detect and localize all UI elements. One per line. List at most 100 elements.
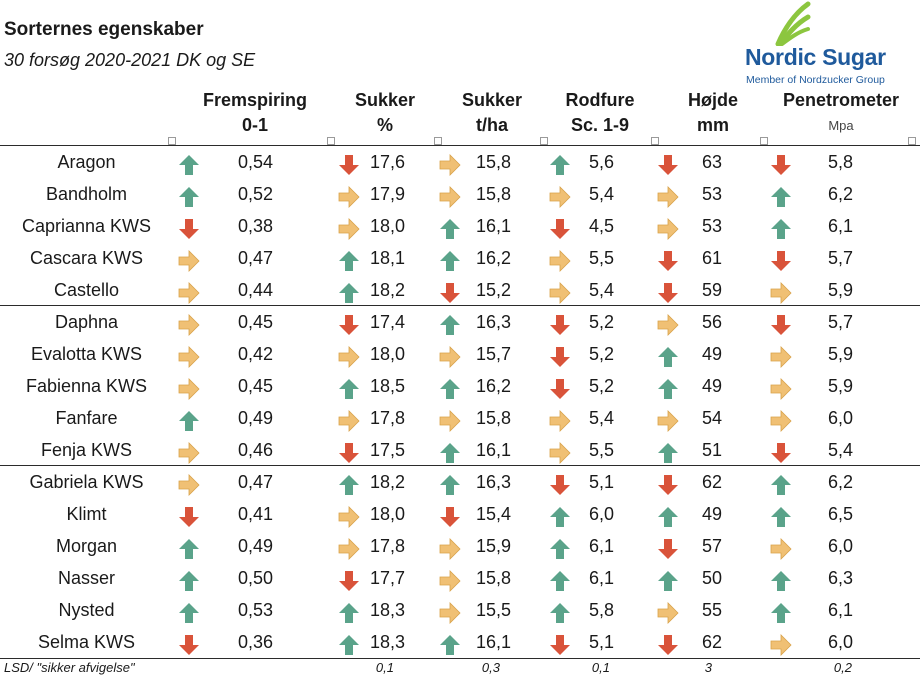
cell-value: 6,0	[827, 536, 853, 556]
arrow-up-icon	[179, 571, 199, 591]
table-row: Bandholm 0,52 17,9 15,8 5,4 53 6,2	[0, 180, 920, 212]
cell-value: 49	[701, 376, 722, 396]
cell-value: 5,4	[588, 408, 614, 428]
arrow-down-icon	[339, 571, 359, 591]
cell-value: 18,5	[369, 376, 405, 396]
table-row: Gabriela KWS 0,47 18,2 16,3 5,1 62 6,2	[0, 468, 920, 500]
filter-handle[interactable]	[908, 137, 916, 145]
variety-name: Morgan	[55, 536, 118, 556]
table-row: Morgan 0,49 17,8 15,9 6,1 57 6,0	[0, 532, 920, 564]
cell-value: 15,7	[475, 344, 511, 364]
variety-name: Fanfare	[55, 408, 118, 428]
arrow-up-icon	[440, 443, 460, 463]
arrow-right-icon	[770, 410, 792, 432]
arrow-up-icon	[658, 379, 678, 399]
arrow-up-icon	[339, 251, 359, 271]
cell-value: 53	[701, 184, 722, 204]
cell-value: 61	[701, 248, 722, 268]
arrow-down-icon	[658, 283, 678, 303]
cell-value: 0,50	[237, 568, 273, 588]
cell-value: 0,47	[237, 248, 273, 268]
cell-value: 15,2	[475, 280, 511, 300]
arrow-right-icon	[178, 346, 200, 368]
filter-handle[interactable]	[434, 137, 442, 145]
column-header-label: Højde	[687, 90, 738, 110]
cell-value: 54	[701, 408, 722, 428]
cell-value: 17,7	[369, 568, 405, 588]
table-row: Caprianna KWS 0,38 18,0 16,1 4,5 53 6,1	[0, 212, 920, 244]
cell-value: 5,4	[827, 440, 853, 460]
arrow-up-icon	[339, 283, 359, 303]
cell-value: 5,5	[588, 248, 614, 268]
cell-value: 0,38	[237, 216, 273, 236]
column-header-penetrometer: Penetrometer Mpa	[768, 88, 914, 138]
filter-handle[interactable]	[651, 137, 659, 145]
column-header-label: Sukker	[461, 90, 523, 110]
table-row: Fanfare 0,49 17,8 15,8 5,4 54 6,0	[0, 404, 920, 436]
variety-name: Caprianna KWS	[21, 216, 152, 236]
cell-value: 18,3	[369, 600, 405, 620]
cell-value: 18,3	[369, 632, 405, 652]
arrow-right-icon	[178, 314, 200, 336]
arrow-up-icon	[440, 315, 460, 335]
cell-value: 18,1	[369, 248, 405, 268]
cell-value: 4,5	[588, 216, 614, 236]
arrow-up-icon	[771, 603, 791, 623]
variety-name: Nysted	[58, 600, 115, 620]
cell-value: 55	[701, 600, 722, 620]
cell-value: 15,8	[475, 568, 511, 588]
arrow-down-icon	[339, 315, 359, 335]
arrow-down-icon	[179, 219, 199, 239]
cell-value: 0,49	[237, 536, 273, 556]
cell-value: 15,5	[475, 600, 511, 620]
arrow-down-icon	[771, 251, 791, 271]
table-row: Aragon 0,54 17,6 15,8 5,6 63 5,8	[0, 148, 920, 180]
variety-name: Nasser	[57, 568, 115, 588]
cell-value: 0,41	[237, 504, 273, 524]
cell-value: 17,6	[369, 152, 405, 172]
arrow-up-icon	[771, 475, 791, 495]
table-row: Cascara KWS 0,47 18,1 16,2 5,5 61 5,7	[0, 244, 920, 276]
arrow-right-icon	[549, 410, 571, 432]
cell-value: 15,8	[475, 152, 511, 172]
table-row: Klimt 0,41 18,0 15,4 6,0 49 6,5	[0, 500, 920, 532]
arrow-down-icon	[339, 443, 359, 463]
column-header-label: Rodfure	[565, 90, 635, 110]
cell-value: 0,52	[237, 184, 273, 204]
arrow-up-icon	[550, 571, 570, 591]
cell-value: 5,8	[827, 152, 853, 172]
filter-handle[interactable]	[327, 137, 335, 145]
column-header-label: Penetrometer	[782, 90, 900, 110]
arrow-down-icon	[658, 539, 678, 559]
cell-value: 5,4	[588, 280, 614, 300]
cell-value: 0,46	[237, 440, 273, 460]
cell-value: 16,1	[475, 632, 511, 652]
arrow-right-icon	[770, 538, 792, 560]
arrow-down-icon	[440, 507, 460, 527]
cell-value: 15,8	[475, 184, 511, 204]
arrow-up-icon	[440, 219, 460, 239]
arrow-down-icon	[339, 155, 359, 175]
cell-value: 5,7	[827, 248, 853, 268]
variety-name: Cascara KWS	[29, 248, 144, 268]
filter-handle[interactable]	[168, 137, 176, 145]
cell-value: 18,2	[369, 472, 405, 492]
group-divider	[0, 465, 920, 466]
arrow-up-icon	[550, 539, 570, 559]
arrow-up-icon	[440, 251, 460, 271]
column-header-rodfure: Rodfure Sc. 1-9	[550, 88, 650, 138]
arrow-up-icon	[440, 635, 460, 655]
table-top-rule	[0, 145, 920, 146]
filter-handle[interactable]	[760, 137, 768, 145]
arrow-up-icon	[339, 635, 359, 655]
arrow-up-icon	[339, 475, 359, 495]
filter-handle[interactable]	[540, 137, 548, 145]
cell-value: 16,1	[475, 216, 511, 236]
column-header-unit: Sc. 1-9	[570, 115, 630, 135]
arrow-up-icon	[339, 603, 359, 623]
cell-value: 5,1	[588, 472, 614, 492]
arrow-right-icon	[178, 474, 200, 496]
logo-wordmark: Nordic Sugar	[745, 44, 886, 70]
lsd-value: 0,1	[375, 660, 394, 675]
cell-value: 0,53	[237, 600, 273, 620]
